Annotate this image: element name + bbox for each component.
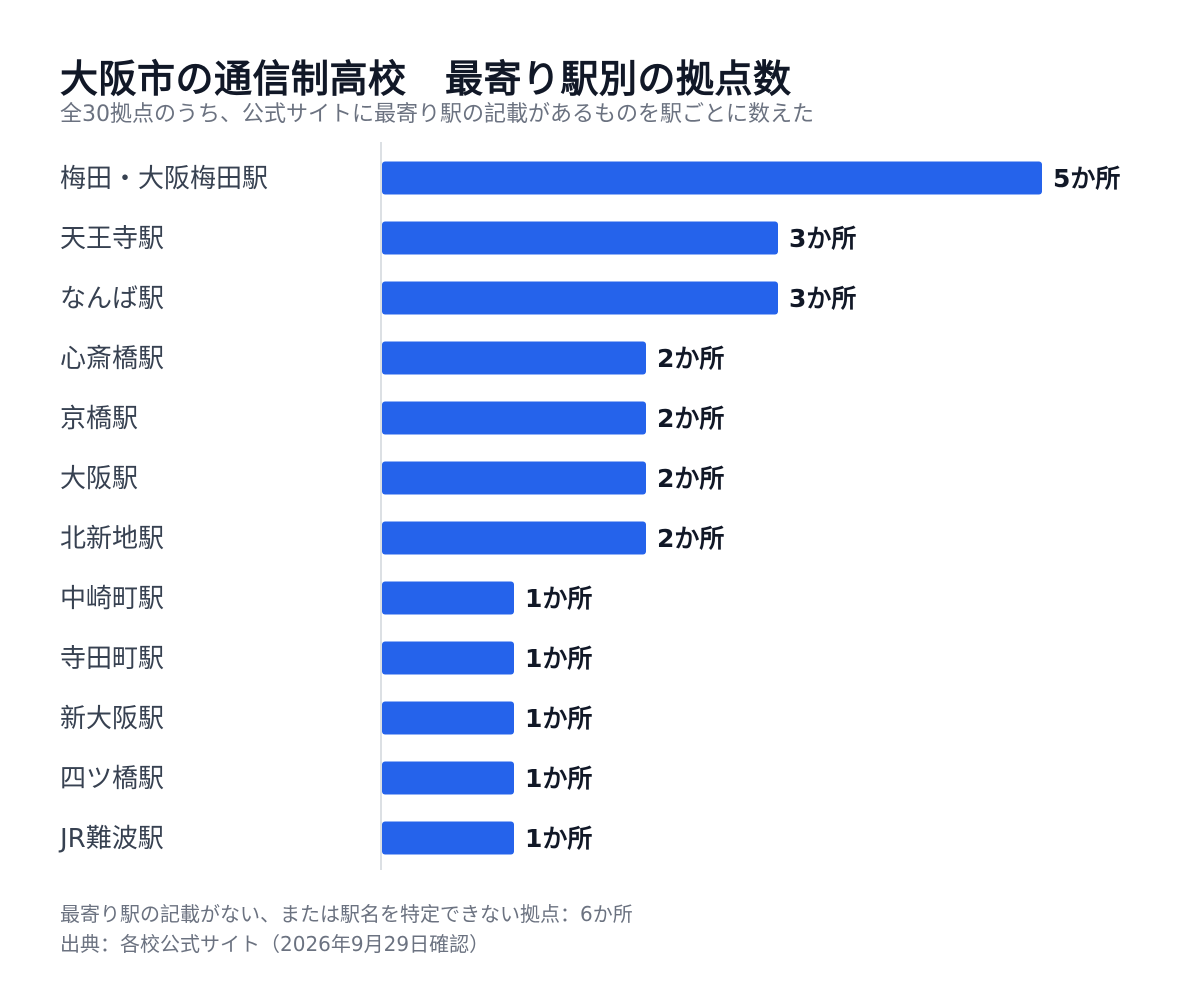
category-label: 北新地駅 (60, 524, 164, 554)
category-label: 心斎橋駅 (60, 344, 164, 374)
value-label: 1か所 (525, 644, 592, 673)
category-label: 四ツ橋駅 (60, 764, 164, 794)
bar (382, 581, 514, 615)
bar (382, 821, 514, 855)
value-label: 2か所 (657, 344, 724, 373)
value-label: 3か所 (789, 224, 856, 253)
footnote-source: 出典：各校公式サイト（2026年9月29日確認） (60, 932, 490, 956)
value-label: 1か所 (525, 584, 592, 613)
chart-title: 大阪市の通信制高校 最寄り駅別の拠点数 (60, 57, 792, 101)
bar (382, 401, 646, 435)
category-label: 中崎町駅 (60, 584, 164, 614)
bar (382, 701, 514, 735)
bar (382, 221, 778, 255)
category-label: 寺田町駅 (60, 644, 164, 674)
value-label: 2か所 (657, 464, 724, 493)
value-label: 1か所 (525, 764, 592, 793)
value-label: 1か所 (525, 824, 592, 853)
bar (382, 341, 646, 375)
category-label: 新大阪駅 (60, 704, 164, 734)
bar (382, 461, 646, 495)
value-label: 2か所 (657, 524, 724, 553)
category-label: 天王寺駅 (60, 224, 164, 254)
value-label: 3か所 (789, 284, 856, 313)
category-label: 梅田・大阪梅田駅 (60, 164, 268, 194)
footnote-missing-stations: 最寄り駅の記載がない、または駅名を特定できない拠点：6か所 (60, 902, 633, 926)
value-label: 1か所 (525, 704, 592, 733)
value-label: 5か所 (1053, 164, 1120, 193)
bar (382, 521, 646, 555)
value-label: 2か所 (657, 404, 724, 433)
bar (382, 161, 1042, 195)
chart-subtitle: 全30拠点のうち、公式サイトに最寄り駅の記載があるものを駅ごとに数えた (60, 102, 814, 127)
bar (382, 281, 778, 315)
category-label: 京橋駅 (60, 404, 138, 434)
category-label: JR難波駅 (58, 824, 164, 854)
bar (382, 761, 514, 795)
category-label: 大阪駅 (60, 464, 138, 494)
category-label: なんば駅 (60, 284, 164, 314)
bar (382, 641, 514, 675)
